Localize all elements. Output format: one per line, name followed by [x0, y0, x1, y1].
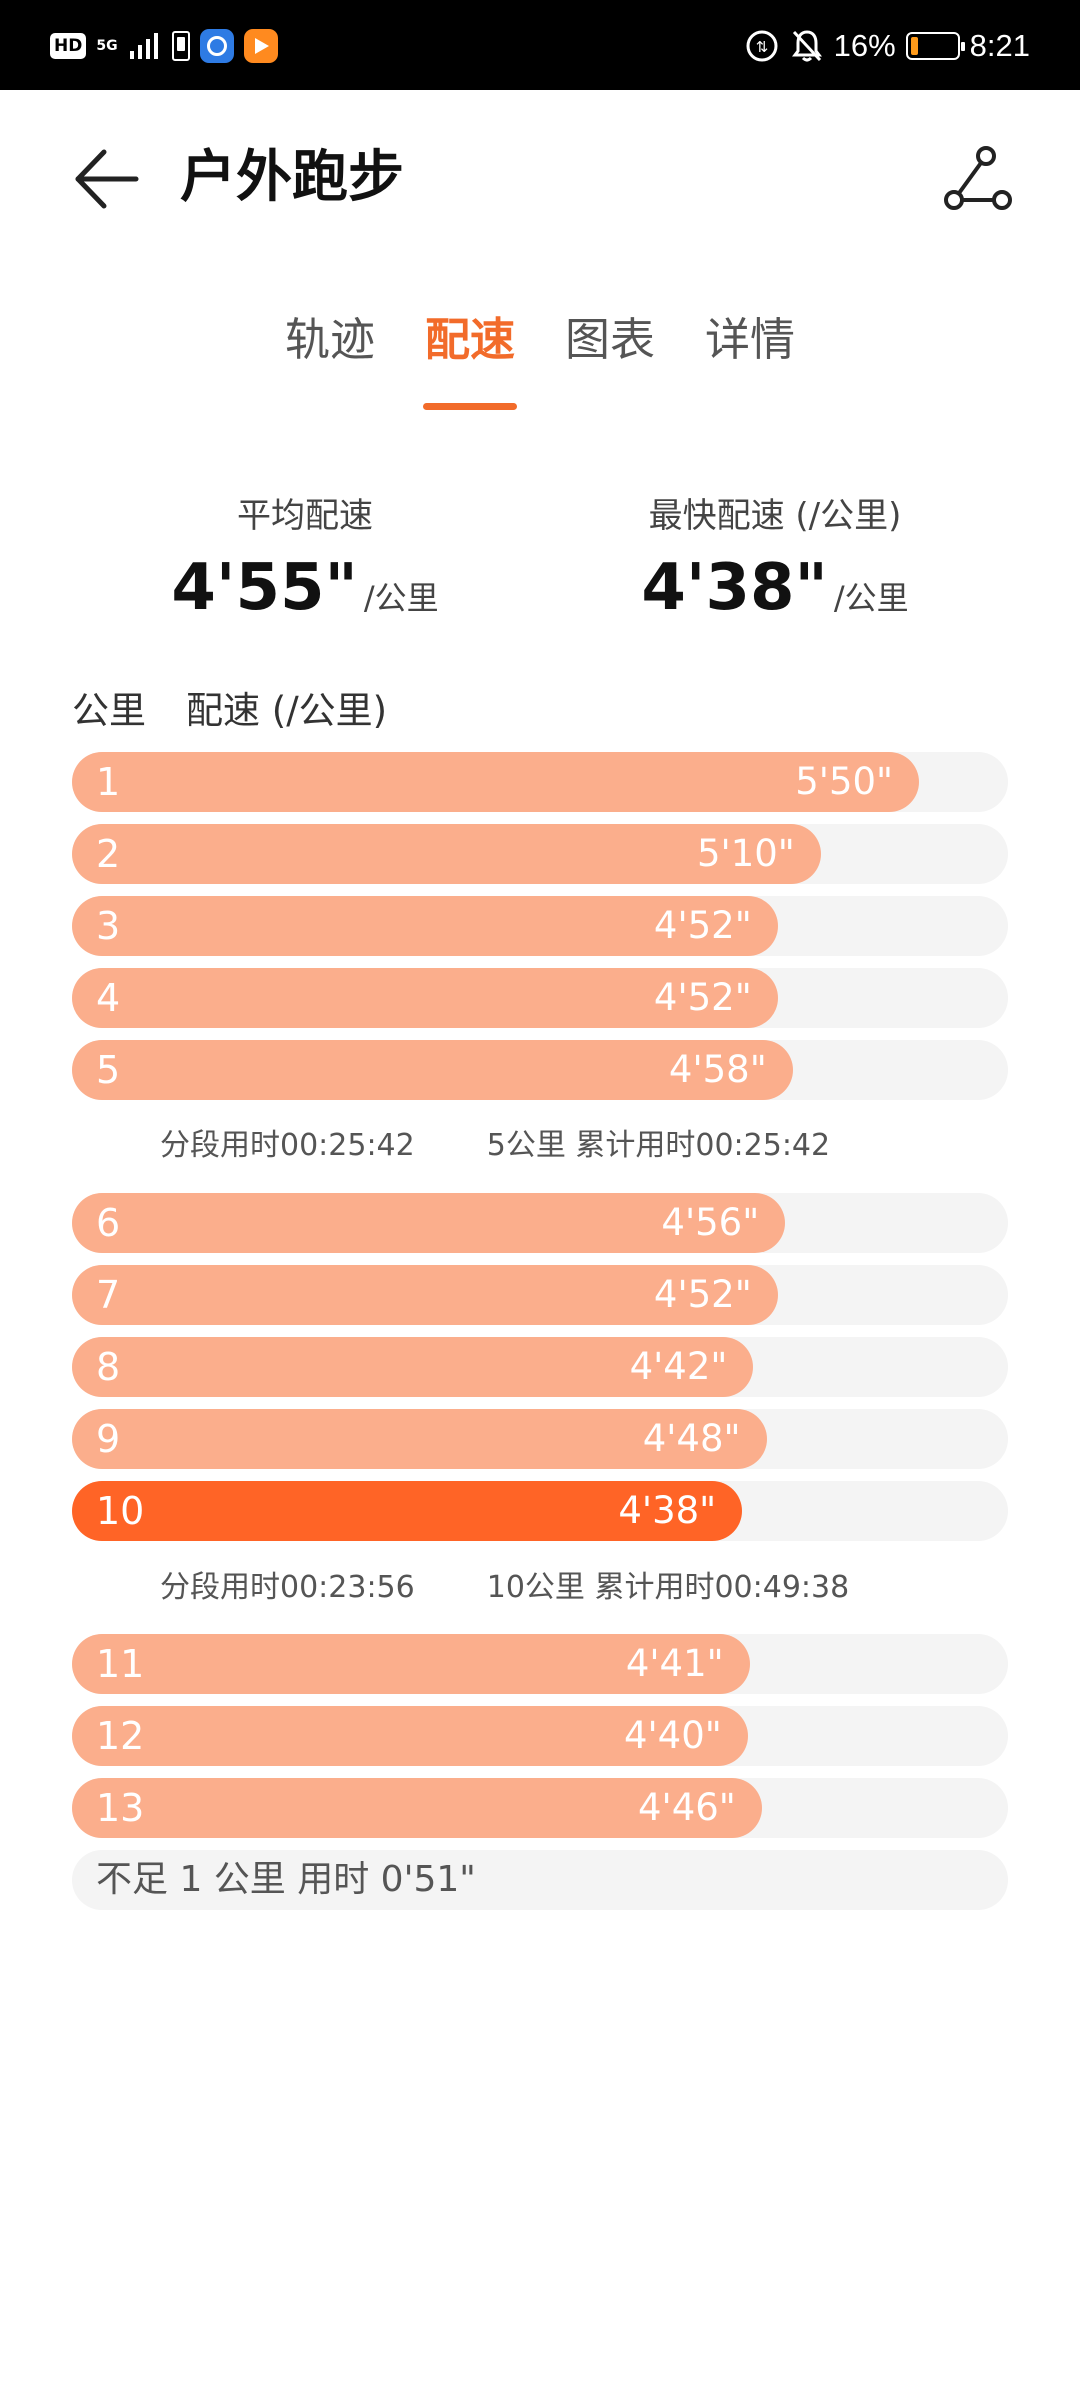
avg-pace-label: 平均配速: [237, 496, 373, 536]
lap-km: 11: [96, 1642, 145, 1686]
status-right: ⇅ 16% 8:21: [744, 24, 1030, 68]
sim-card-icon: [171, 31, 190, 61]
lap-row[interactable]: 6 4'56": [72, 1193, 1008, 1253]
remainder-text: 不足 1 公里 用时 0'51": [96, 1859, 476, 1900]
lap-pace-bar: 7 4'52": [72, 1265, 778, 1325]
lap-pace-bar: 3 4'52": [72, 896, 778, 956]
network-type: 5G: [96, 38, 118, 54]
lap-pace-bar: 2 5'10": [72, 824, 821, 884]
lap-pace: 5'50": [795, 760, 894, 803]
lap-pace: 4'40": [623, 1714, 722, 1757]
lap-row[interactable]: 12 4'40": [72, 1706, 1008, 1766]
data-saver-icon: ⇅: [746, 30, 778, 62]
lap-pace-bar-fastest: 10 4'38": [72, 1481, 743, 1541]
lap-pace-bar: 6 4'56": [72, 1193, 786, 1253]
lap-row[interactable]: 4 4'52": [72, 968, 1008, 1028]
pace-table-header: 公里 配速 (/公里): [72, 686, 387, 736]
lap-pace: 4'46": [638, 1786, 736, 1829]
lap-km: 3: [96, 904, 121, 948]
fastest-pace-label: 最快配速 (/公里): [648, 496, 902, 536]
route-share-icon[interactable]: [940, 142, 1014, 216]
browser-app-icon: [199, 29, 234, 63]
lap-pace: 4'41": [625, 1642, 724, 1685]
lap-km: 9: [96, 1417, 121, 1461]
lap-pace: 4'52": [653, 976, 752, 1019]
split-segment-time: 分段用时00:25:42: [160, 1128, 415, 1163]
avg-pace-summary: 平均配速 4'55" /公里: [90, 490, 520, 624]
split-summary: 分段用时00:23:56 10公里 累计用时00:49:38: [160, 1566, 849, 1610]
status-bar: HD 5G ⇅ 16% 8:21: [0, 0, 1080, 90]
col-pace-header: 配速 (/公里): [186, 689, 388, 732]
lap-row[interactable]: 13 4'46": [72, 1778, 1008, 1838]
lap-row-fastest[interactable]: 10 4'38": [72, 1481, 1008, 1541]
split-cumulative-time: 5公里 累计用时00:25:42: [486, 1128, 831, 1163]
lap-pace: 5'10": [696, 832, 795, 875]
lap-pace-bar: 5 4'58": [72, 1040, 793, 1100]
lap-km: 8: [96, 1345, 121, 1389]
svg-text:⇅: ⇅: [755, 38, 768, 56]
fastest-pace-value: 4'38": [641, 551, 828, 625]
clock: 8:21: [969, 28, 1030, 63]
lap-row[interactable]: 3 4'52": [72, 896, 1008, 956]
lap-pace: 4'38": [618, 1489, 717, 1532]
mute-bell-icon: [791, 30, 822, 62]
video-app-icon: [243, 29, 278, 63]
signal-icon: [129, 33, 158, 59]
lap-pace: 4'42": [629, 1345, 728, 1388]
remainder-row: 不足 1 公里 用时 0'51": [72, 1850, 1008, 1910]
avg-pace-value: 4'55": [171, 551, 358, 625]
lap-pace: 4'56": [661, 1201, 760, 1244]
battery-level-fill: [910, 37, 918, 55]
tab-track[interactable]: 轨迹: [284, 313, 375, 366]
lap-pace-bar: 9 4'48": [72, 1409, 767, 1469]
lap-pace-bar: 1 5'50": [72, 752, 920, 812]
back-arrow-icon[interactable]: [70, 142, 144, 216]
status-left: HD 5G: [50, 24, 278, 68]
lap-pace-bar: 11 4'41": [72, 1634, 750, 1694]
lap-row[interactable]: 8 4'42": [72, 1337, 1008, 1397]
lap-km: 4: [96, 976, 121, 1020]
lap-row[interactable]: 2 5'10": [72, 824, 1008, 884]
lap-pace: 4'48": [642, 1417, 741, 1460]
lap-pace-bar: 12 4'40": [72, 1706, 748, 1766]
fastest-pace-summary: 最快配速 (/公里) 4'38" /公里: [560, 490, 990, 624]
avg-pace-unit: /公里: [363, 579, 439, 617]
tab-bar: 轨迹 配速 图表 详情: [0, 300, 1080, 410]
lap-pace-bar: 8 4'42": [72, 1337, 754, 1397]
lap-pace: 4'52": [653, 904, 752, 947]
lap-km: 12: [96, 1714, 145, 1758]
tab-pace[interactable]: 配速: [422, 300, 518, 410]
lap-km: 13: [96, 1786, 145, 1830]
lap-row[interactable]: 11 4'41": [72, 1634, 1008, 1694]
app-header: 户外跑步: [0, 90, 1080, 260]
lap-km: 5: [96, 1048, 121, 1092]
split-summary: 分段用时00:25:42 5公里 累计用时00:25:42: [160, 1124, 830, 1168]
split-cumulative-time: 10公里 累计用时00:49:38: [486, 1570, 850, 1605]
lap-pace-bar: 13 4'46": [72, 1778, 762, 1838]
fastest-pace-unit: /公里: [833, 579, 909, 617]
hd-badge: HD: [50, 33, 87, 59]
split-segment-time: 分段用时00:23:56: [160, 1570, 415, 1605]
lap-km: 6: [96, 1201, 121, 1245]
lap-km: 10: [96, 1489, 145, 1533]
lap-pace-bar: 4 4'52": [72, 968, 778, 1028]
lap-km: 1: [96, 760, 121, 804]
lap-row[interactable]: 5 4'58": [72, 1040, 1008, 1100]
lap-km: 7: [96, 1273, 121, 1317]
lap-pace: 4'58": [668, 1048, 767, 1091]
battery-icon: [905, 32, 965, 60]
lap-row[interactable]: 1 5'50": [72, 752, 1008, 812]
tab-chart[interactable]: 图表: [565, 313, 656, 366]
battery-percent: 16%: [833, 28, 896, 63]
col-km-header: 公里: [72, 689, 146, 732]
tab-details[interactable]: 详情: [705, 313, 796, 366]
lap-row[interactable]: 7 4'52": [72, 1265, 1008, 1325]
lap-row[interactable]: 9 4'48": [72, 1409, 1008, 1469]
lap-km: 2: [96, 832, 121, 876]
page-title: 户外跑步: [180, 145, 404, 210]
lap-pace: 4'52": [653, 1273, 752, 1316]
